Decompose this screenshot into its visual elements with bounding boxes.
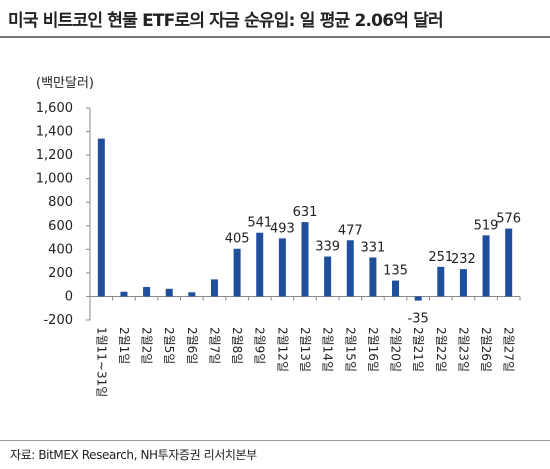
y-tick-label: -200 xyxy=(43,313,73,328)
y-axis-unit-label: (백만달러) xyxy=(36,76,94,91)
bar xyxy=(482,235,490,297)
title-divider xyxy=(0,36,550,38)
x-tick-label: 2월22일 xyxy=(434,327,448,372)
x-tick-label: 2월1일 xyxy=(117,327,131,364)
data-label: 251 xyxy=(428,250,453,265)
bar xyxy=(301,222,309,297)
y-tick-label: 1,000 xyxy=(36,172,73,187)
y-tick-label: 1,200 xyxy=(36,148,73,163)
bar xyxy=(120,291,128,297)
x-tick-label: 2월13일 xyxy=(298,327,312,372)
bar xyxy=(188,292,196,297)
bar xyxy=(256,232,264,297)
data-label: 477 xyxy=(338,223,363,238)
y-tick-label: 1,400 xyxy=(36,125,73,140)
bar xyxy=(437,266,445,297)
data-label: 576 xyxy=(496,212,521,227)
bar xyxy=(392,280,400,297)
x-tick-label: 2월5일 xyxy=(162,327,176,364)
x-tick-label: 1월11~31일 xyxy=(94,327,108,397)
y-tick-label: 600 xyxy=(48,219,73,234)
y-tick-label: 200 xyxy=(48,266,73,281)
x-tick-label: 2월15일 xyxy=(343,327,357,372)
bar xyxy=(459,269,467,297)
bar xyxy=(233,248,241,297)
bar xyxy=(346,240,354,297)
y-tick-label: 1,600 xyxy=(36,101,73,116)
data-label: 339 xyxy=(315,240,340,255)
x-tick-label: 2월20일 xyxy=(389,327,403,372)
y-tick-label: 0 xyxy=(65,289,73,304)
data-label: 331 xyxy=(360,240,385,255)
y-tick-label: 400 xyxy=(48,242,73,257)
footer-divider xyxy=(0,440,550,441)
bar xyxy=(97,138,105,297)
source-note: 자료: BitMEX Research, NH투자증권 리서치본부 xyxy=(10,448,257,462)
bar xyxy=(324,256,332,297)
data-label: 541 xyxy=(247,216,272,231)
x-tick-label: 2월26일 xyxy=(479,327,493,372)
x-tick-label: 2월6일 xyxy=(185,327,199,364)
x-tick-label: 2월16일 xyxy=(366,327,380,372)
data-label: 232 xyxy=(451,252,476,267)
chart-title: 미국 비트코인 현물 ETF로의 자금 순유입: 일 평균 2.06억 달러 xyxy=(8,11,444,31)
x-tick-label: 2월12일 xyxy=(275,327,289,372)
x-tick-label: 2월2일 xyxy=(140,327,154,364)
bar xyxy=(369,257,377,297)
data-label: -35 xyxy=(408,311,429,326)
bar xyxy=(278,238,286,297)
x-tick-label: 2월7일 xyxy=(207,327,221,364)
data-label: 135 xyxy=(383,264,408,279)
x-tick-label: 2월21일 xyxy=(411,327,425,372)
x-tick-label: 2월23일 xyxy=(456,327,470,372)
data-label: 631 xyxy=(293,205,318,220)
data-label: 493 xyxy=(270,221,295,236)
bar xyxy=(210,279,218,297)
bar xyxy=(165,288,173,297)
x-tick-label: 2월8일 xyxy=(230,327,244,364)
bar xyxy=(143,287,151,297)
bar xyxy=(505,228,513,297)
bar xyxy=(414,296,422,301)
y-tick-label: 800 xyxy=(48,195,73,210)
data-label: 519 xyxy=(474,218,499,233)
x-tick-label: 2월27일 xyxy=(502,327,516,372)
data-label: 405 xyxy=(225,232,250,247)
x-tick-label: 2월14일 xyxy=(321,327,335,372)
x-tick-label: 2월9일 xyxy=(253,327,267,364)
